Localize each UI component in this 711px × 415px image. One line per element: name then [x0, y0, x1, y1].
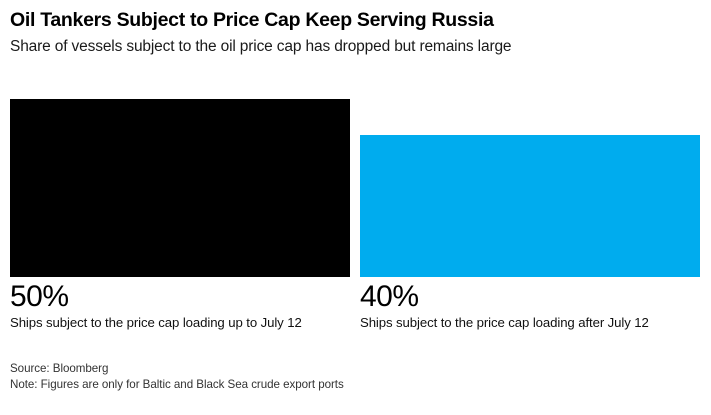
column-after-july-12: 40% Ships subject to the price cap loadi… [360, 281, 705, 332]
chart-title: Oil Tankers Subject to Price Cap Keep Se… [10, 9, 494, 31]
source-line: Source: Bloomberg [10, 362, 109, 375]
bar-before-july-12 [10, 99, 350, 277]
value-label-before-july-12: 50% [10, 280, 69, 313]
caption-after-july-12: Ships subject to the price cap loading a… [360, 315, 649, 330]
chart-subtitle: Share of vessels subject to the oil pric… [10, 38, 512, 55]
column-before-july-12: 50% Ships subject to the price cap loadi… [10, 281, 355, 332]
value-label-after-july-12: 40% [360, 280, 419, 313]
chart-header: Oil Tankers Subject to Price Cap Keep Se… [10, 8, 705, 57]
chart-footer: Source: Bloomberg Note: Figures are only… [10, 361, 705, 392]
bar-after-july-12 [360, 134, 700, 277]
note-line: Note: Figures are only for Baltic and Bl… [10, 377, 344, 391]
caption-before-july-12: Ships subject to the price cap loading u… [10, 315, 302, 330]
